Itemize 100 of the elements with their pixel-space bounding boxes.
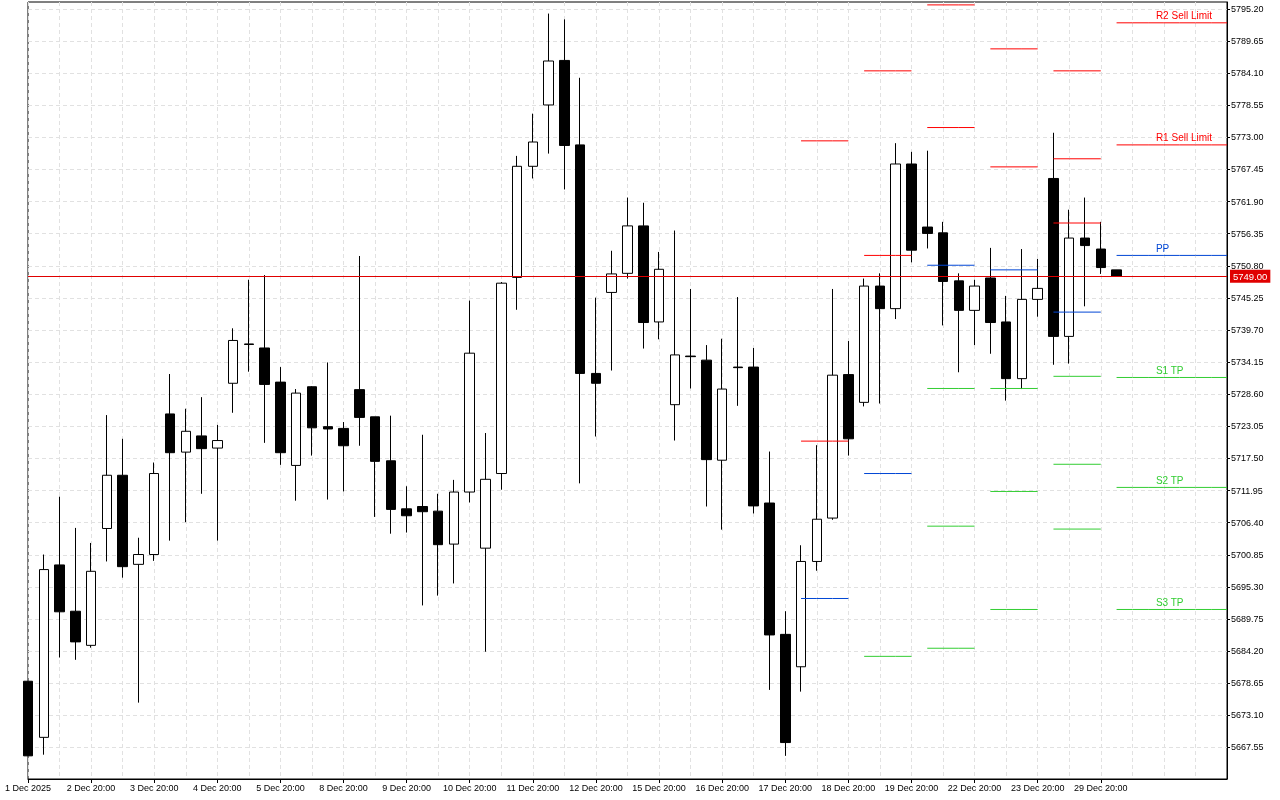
y-tick-label: 5773.00 bbox=[1231, 132, 1264, 143]
candlestick bbox=[338, 421, 349, 492]
x-tick-label: 12 Dec 20:00 bbox=[569, 782, 623, 793]
candlestick bbox=[812, 444, 822, 572]
y-tick-label: 5761.90 bbox=[1231, 196, 1264, 207]
candlestick bbox=[1111, 269, 1122, 277]
y-tick-label: 5795.20 bbox=[1231, 3, 1264, 14]
y-tick-label: 5667.55 bbox=[1231, 742, 1264, 753]
x-tick-label: 3 Dec 20:00 bbox=[129, 782, 179, 793]
candlestick bbox=[969, 279, 980, 346]
y-tick-label: 5673.10 bbox=[1231, 710, 1264, 721]
x-tick-label: 23 Dec 20:00 bbox=[1010, 782, 1065, 793]
x-tick-label: 8 Dec 20:00 bbox=[319, 782, 368, 793]
y-tick-label: 5678.65 bbox=[1231, 678, 1264, 689]
y-tick-label: 5689.75 bbox=[1231, 614, 1264, 625]
y-tick-label: 5717.50 bbox=[1231, 453, 1264, 464]
candlestick bbox=[386, 415, 396, 535]
y-tick-label: 5789.65 bbox=[1231, 36, 1264, 47]
candlestick bbox=[291, 388, 301, 502]
candlestick bbox=[543, 13, 554, 155]
y-tick-label: 5723.05 bbox=[1231, 421, 1264, 432]
x-tick-label: 5 Dec 20:00 bbox=[256, 782, 305, 793]
candlestick bbox=[228, 327, 238, 414]
candlestick bbox=[212, 424, 223, 542]
candlestick bbox=[181, 408, 191, 523]
series-label: R1 Sell Limit bbox=[1155, 132, 1213, 144]
candlestick bbox=[780, 610, 791, 757]
x-tick-label: 29 Dec 20:00 bbox=[1074, 782, 1128, 793]
ref-line-label: 5749.00 bbox=[1233, 270, 1268, 282]
candlestick bbox=[244, 279, 254, 373]
candlestick bbox=[748, 347, 759, 514]
candlestick bbox=[606, 250, 617, 372]
candlestick bbox=[259, 274, 270, 444]
candlestick bbox=[638, 202, 649, 350]
candlestick bbox=[843, 340, 854, 457]
series-label: PP bbox=[1155, 242, 1170, 254]
candlestick bbox=[685, 288, 696, 389]
candlestick bbox=[417, 434, 428, 606]
candlestick bbox=[717, 338, 727, 531]
candlestick bbox=[464, 300, 475, 503]
candlestick bbox=[622, 197, 633, 280]
y-tick-label: 5695.30 bbox=[1231, 581, 1264, 592]
candlestick bbox=[733, 296, 743, 407]
x-tick-label: 11 Dec 20:00 bbox=[506, 782, 560, 793]
candlestick bbox=[985, 247, 996, 355]
y-tick-label: 5750.80 bbox=[1231, 260, 1264, 271]
candlestick bbox=[354, 255, 365, 447]
candlestick bbox=[401, 485, 412, 534]
candlestick bbox=[875, 272, 885, 405]
candlestick bbox=[496, 281, 507, 491]
x-tick-label: 16 Dec 20:00 bbox=[695, 782, 749, 793]
candlestick bbox=[654, 251, 664, 340]
x-tick-label: 9 Dec 20:00 bbox=[382, 782, 431, 793]
candlestick bbox=[591, 297, 601, 437]
candlestick bbox=[1064, 209, 1074, 365]
y-tick-label: 5739.70 bbox=[1231, 325, 1264, 336]
candlestick bbox=[1001, 295, 1011, 402]
candlestick bbox=[1080, 197, 1090, 307]
candlestick bbox=[528, 113, 538, 179]
series-label: R2 Sell Limit bbox=[1155, 10, 1213, 22]
candlestick bbox=[922, 150, 933, 249]
candlestick bbox=[86, 542, 96, 649]
y-tick-label: 5711.95 bbox=[1231, 485, 1263, 496]
candlestick bbox=[323, 361, 333, 501]
candlestick bbox=[70, 527, 81, 661]
y-tick-label: 5756.35 bbox=[1231, 228, 1264, 239]
candlestick bbox=[938, 221, 948, 326]
candlestick bbox=[133, 537, 144, 704]
y-tick-label: 5745.25 bbox=[1231, 292, 1264, 303]
y-tick-label: 5734.15 bbox=[1231, 357, 1264, 368]
candlestick bbox=[559, 18, 570, 190]
candlestick bbox=[827, 288, 838, 521]
candlestick bbox=[165, 373, 175, 542]
y-tick-label: 5767.45 bbox=[1231, 164, 1264, 175]
candlestick bbox=[102, 414, 112, 562]
candlestick bbox=[890, 142, 901, 320]
y-tick-label: 5784.10 bbox=[1231, 68, 1264, 79]
candlestick bbox=[512, 155, 522, 311]
y-tick-label: 5684.20 bbox=[1231, 646, 1264, 657]
candlestick bbox=[575, 77, 585, 484]
candlestick bbox=[1017, 248, 1027, 390]
x-tick-label: 19 Dec 20:00 bbox=[884, 782, 939, 793]
candlestick bbox=[54, 496, 65, 658]
candlestick bbox=[196, 396, 207, 495]
candlestick bbox=[433, 493, 443, 597]
y-tick-label: 5700.85 bbox=[1231, 549, 1264, 560]
candlestick bbox=[670, 230, 680, 442]
candlestick bbox=[370, 416, 380, 518]
candlestick bbox=[1048, 132, 1059, 366]
x-tick-label: 10 Dec 20:00 bbox=[442, 782, 497, 793]
candlestick bbox=[1032, 258, 1043, 318]
x-tick-label: 22 Dec 20:00 bbox=[947, 782, 1002, 793]
series-label: S2 TP bbox=[1155, 474, 1184, 486]
candlestick bbox=[39, 554, 49, 756]
x-tick-label: 4 Dec 20:00 bbox=[193, 782, 242, 793]
candlestick bbox=[954, 272, 964, 373]
candlestick bbox=[275, 366, 286, 466]
candlestick bbox=[906, 151, 917, 263]
x-tick-label: 15 Dec 20:00 bbox=[632, 782, 686, 793]
y-tick-label: 5706.40 bbox=[1231, 517, 1264, 528]
